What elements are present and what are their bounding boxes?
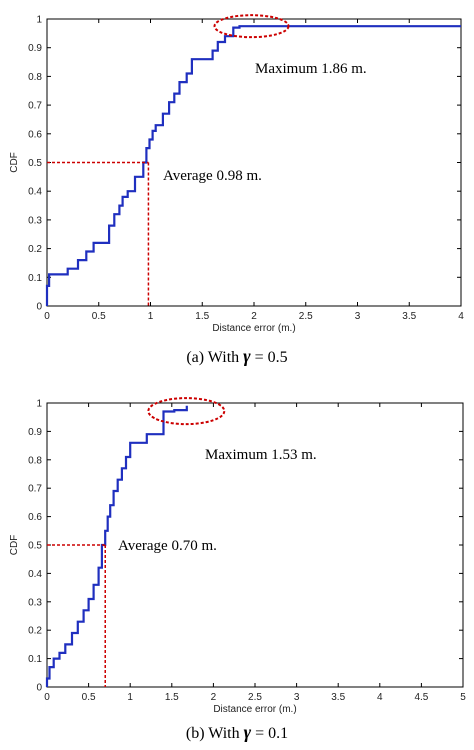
x-tick-label: 4 xyxy=(377,692,383,703)
x-tick-label: 0.5 xyxy=(92,311,106,322)
x-tick-label: 2.5 xyxy=(299,311,313,322)
chart-a: 0 0.5 1 1.5 2 2.5 3 3.5 4 0 0.1 0.2 0.3 0.4 0.5 0.6 0.7 0… xyxy=(9,14,464,366)
x-tick-label: 1 xyxy=(127,692,133,703)
y-tick-label: 0.8 xyxy=(28,72,42,83)
x-tick-label: 0 xyxy=(44,692,50,703)
y-axis-label: CDF xyxy=(9,535,20,556)
x-tick-label: 5 xyxy=(460,692,466,703)
y-tick-label: 0.6 xyxy=(28,512,42,523)
y-tick-label: 0.7 xyxy=(28,484,42,495)
x-tick-label: 2 xyxy=(251,311,257,322)
y-tick-label: 0.8 xyxy=(28,455,42,466)
y-tick-label: 0.4 xyxy=(28,569,42,580)
x-tick-label: 4.5 xyxy=(414,692,428,703)
x-tick-label: 1 xyxy=(148,311,154,322)
x-tick-label: 4 xyxy=(458,311,464,322)
y-tick-label: 0.4 xyxy=(28,187,42,198)
maximum-annotation: Maximum 1.53 m. xyxy=(205,447,317,463)
caption-value: = 0.1 xyxy=(251,725,288,742)
caption-prefix: (b) With xyxy=(186,725,244,742)
maximum-ellipse xyxy=(213,14,290,39)
caption-gamma-symbol: γ xyxy=(244,722,252,742)
x-tick-label: 3 xyxy=(355,311,361,322)
y-tick-label: 0.1 xyxy=(28,273,42,284)
chart-b: 0 0.5 1 1.5 2 2.5 3 3.5 4 4.5 5 0 0.1 0.2 0.3 0.4 0.5 0.6… xyxy=(9,397,466,742)
x-tick-label: 3.5 xyxy=(331,692,345,703)
y-tick-label: 1 xyxy=(36,399,42,410)
x-tick-label: 3.5 xyxy=(402,311,416,322)
caption-prefix: (a) With xyxy=(186,349,243,366)
x-axis-label: Distance error (m.) xyxy=(213,704,296,715)
y-tick-label: 0.2 xyxy=(28,626,42,637)
x-tick-label: 2 xyxy=(211,692,217,703)
y-tick-label: 0.9 xyxy=(28,43,42,54)
y-tick-label: 0.9 xyxy=(28,427,42,438)
x-tick-label: 0.5 xyxy=(82,692,96,703)
maximum-ellipse xyxy=(147,397,226,426)
y-tick-label: 0.6 xyxy=(28,129,42,140)
y-tick-label: 0.1 xyxy=(28,654,42,665)
y-tick-label: 0.2 xyxy=(28,244,42,255)
x-tick-label: 2.5 xyxy=(248,692,262,703)
y-tick-label: 0 xyxy=(36,302,42,313)
y-tick-label: 1 xyxy=(36,15,42,26)
caption-value: = 0.5 xyxy=(251,349,288,366)
caption-gamma-symbol: γ xyxy=(243,346,251,366)
x-tick-label: 1.5 xyxy=(165,692,179,703)
x-tick-label: 1.5 xyxy=(195,311,209,322)
average-annotation: Average 0.98 m. xyxy=(163,168,262,184)
x-axis-label: Distance error (m.) xyxy=(212,323,295,334)
plot-frame xyxy=(46,402,464,688)
x-tick-label: 0 xyxy=(44,311,50,322)
cdf-series-line xyxy=(45,25,461,306)
x-tick-label: 3 xyxy=(294,692,300,703)
y-tick-label: 0.3 xyxy=(28,597,42,608)
y-tick-label: 0.7 xyxy=(28,101,42,112)
plot-frame xyxy=(46,18,462,307)
y-tick-label: 0.3 xyxy=(28,215,42,226)
y-tick-label: 0.5 xyxy=(28,158,42,169)
y-tick-label: 0.5 xyxy=(28,541,42,552)
y-axis-label: CDF xyxy=(9,152,20,173)
figure-caption: (a) With γ = 0.5 xyxy=(186,346,287,366)
y-tick-label: 0 xyxy=(36,683,42,694)
figure-caption: (b) With γ = 0.1 xyxy=(186,722,288,742)
maximum-annotation: Maximum 1.86 m. xyxy=(255,61,367,77)
average-annotation: Average 0.70 m. xyxy=(118,538,217,554)
